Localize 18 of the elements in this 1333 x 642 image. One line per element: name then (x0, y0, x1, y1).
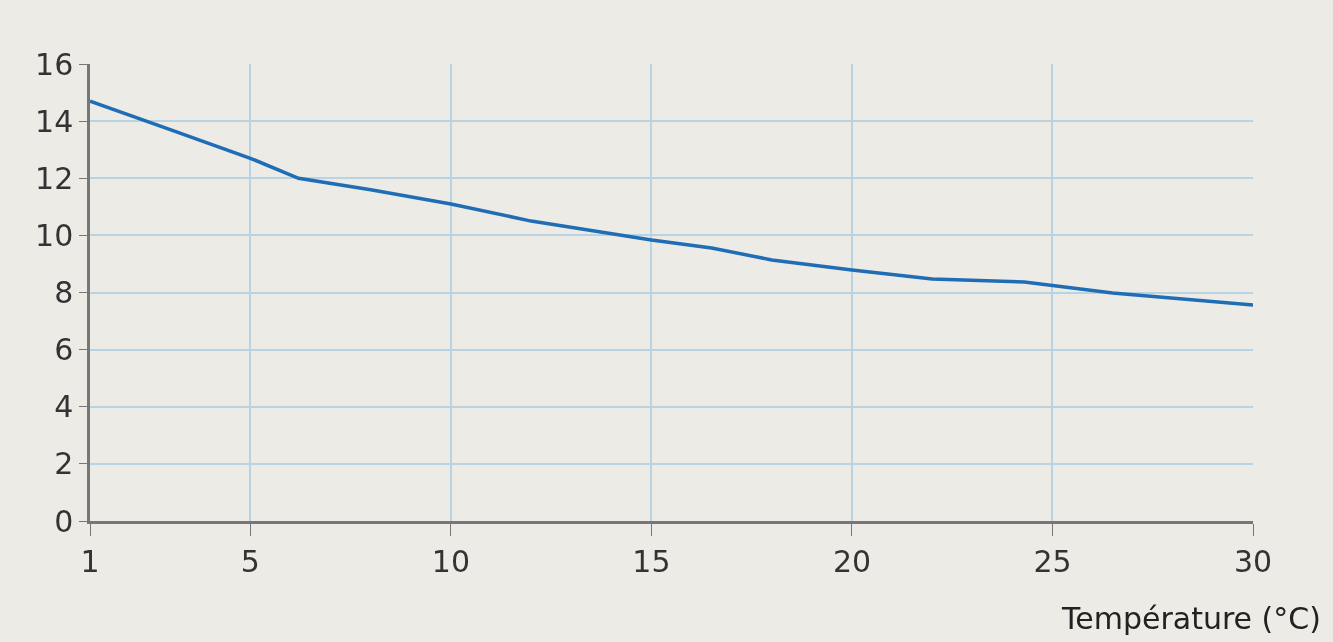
line-series (90, 99, 1253, 307)
y-tick-label: 6 (54, 332, 74, 368)
y-tick-label: 8 (54, 275, 74, 310)
y-tick-label: 12 (35, 160, 74, 196)
x-tick-label: 10 (431, 543, 471, 579)
y-tick-label: 2 (54, 446, 74, 482)
x-tick-label: 25 (1033, 543, 1072, 579)
y-tick-label: 14 (35, 103, 74, 139)
x-tick-label: 15 (632, 543, 671, 579)
x-tick-label: 1 (80, 543, 100, 579)
y-tick-label: 10 (35, 217, 74, 253)
y-tick-label: 0 (54, 503, 74, 539)
x-tick-label: 30 (1233, 543, 1273, 579)
x-tick-label: 5 (240, 543, 260, 579)
x-axis-title: Température (°C) (1061, 601, 1321, 636)
x-tick-label: 20 (832, 543, 872, 579)
y-tick-label: 4 (54, 389, 74, 425)
y-tick-label: 16 (35, 46, 74, 82)
